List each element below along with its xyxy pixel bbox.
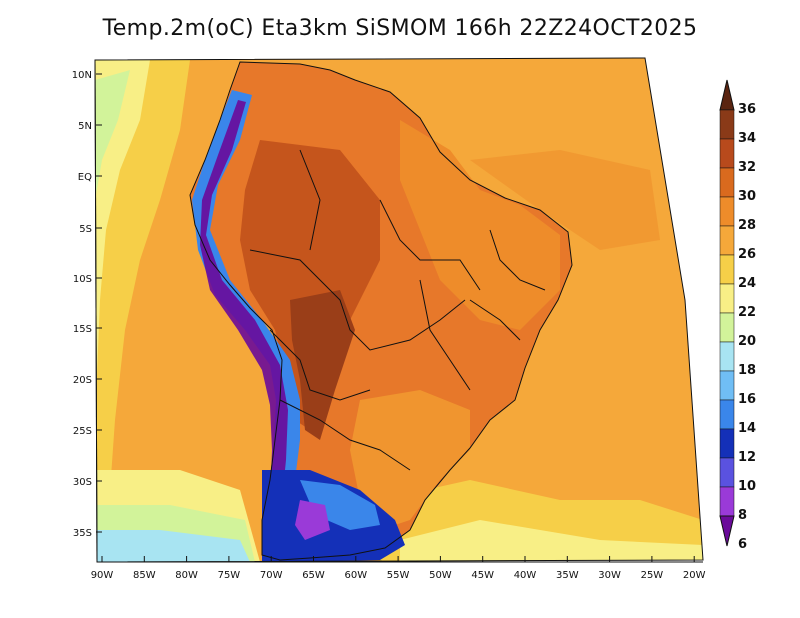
lon-tick-label: 35W bbox=[556, 570, 579, 581]
colorbar-segment bbox=[719, 225, 735, 256]
patagonia-purple bbox=[295, 500, 330, 540]
lon-tick-label: 55W bbox=[387, 570, 410, 581]
land-hot-core bbox=[240, 140, 380, 430]
colorbar-segment bbox=[719, 167, 735, 198]
colorbar-label: 8 bbox=[738, 508, 747, 523]
lon-tick-label: 60W bbox=[344, 570, 367, 581]
land-southeast bbox=[350, 390, 470, 530]
lat-tick-label: 20S bbox=[73, 375, 92, 386]
lon-tick-label: 50W bbox=[429, 570, 452, 581]
colorbar-label: 14 bbox=[738, 421, 756, 436]
country-boundaries bbox=[189, 61, 573, 561]
lon-tick-label: 85W bbox=[133, 570, 156, 581]
colorbar-label: 36 bbox=[738, 102, 756, 117]
colorbar-segment bbox=[719, 457, 735, 488]
colorbar-segment bbox=[719, 399, 735, 430]
colorbar-label: 32 bbox=[738, 160, 756, 175]
colorbar-segment bbox=[719, 283, 735, 314]
colorbar-segment bbox=[719, 138, 735, 169]
colorbar-label: 10 bbox=[738, 479, 756, 494]
map-title: Temp.2m(oC) Eta3km SiSMOM 166h 22Z24OCT2… bbox=[102, 16, 698, 41]
map-domain bbox=[95, 58, 703, 562]
colorbar-label: 30 bbox=[738, 189, 756, 204]
latitude-tick-group: 10N 5N EQ 5S 10S 15S 20S 25S 30S 35S bbox=[72, 70, 102, 539]
colorbar-segment bbox=[719, 109, 735, 140]
colorbar-label: 18 bbox=[738, 363, 756, 378]
pacific-coolest-band bbox=[95, 70, 130, 200]
lat-tick-label: 5S bbox=[79, 224, 92, 235]
south-pacific-coldest bbox=[97, 530, 250, 562]
colorbar-label: 26 bbox=[738, 247, 756, 262]
colorbar-top-arrow bbox=[719, 79, 735, 111]
pacific-cooler-band bbox=[95, 60, 150, 400]
lat-tick-label: EQ bbox=[78, 172, 92, 183]
north-atlantic-warm bbox=[470, 150, 660, 250]
left-axis-line bbox=[94, 59, 98, 563]
longitude-tick-group: 90W 85W 80W 75W 70W 65W 60W 55W 50W 45W 40W 35W 30W 2… bbox=[91, 556, 706, 581]
colorbar-label: 34 bbox=[738, 131, 756, 146]
colorbar-segment bbox=[719, 370, 735, 401]
lat-tick-label: 10N bbox=[72, 70, 92, 81]
colorbar-label: 28 bbox=[738, 218, 756, 233]
land-warm-northeast bbox=[400, 120, 560, 330]
lon-tick-label: 75W bbox=[218, 570, 241, 581]
colorbar-segment bbox=[719, 254, 735, 285]
lon-tick-label: 70W bbox=[260, 570, 283, 581]
colorbar-bottom-arrow bbox=[719, 515, 735, 547]
lat-tick-label: 10S bbox=[73, 274, 92, 285]
colorbar-label: 22 bbox=[738, 305, 756, 320]
lat-tick-label: 30S bbox=[73, 477, 92, 488]
lon-tick-label: 30W bbox=[598, 570, 621, 581]
colorbar: 36 34 32 30 28 26 24 22 20 18 16 14 12 10 8 6 bbox=[719, 79, 756, 552]
lat-tick-label: 35S bbox=[73, 528, 92, 539]
colorbar-label: 24 bbox=[738, 276, 756, 291]
lat-tick-label: 5N bbox=[78, 121, 92, 132]
lon-tick-label: 40W bbox=[514, 570, 537, 581]
lon-tick-label: 25W bbox=[641, 570, 664, 581]
lon-tick-label: 80W bbox=[175, 570, 198, 581]
lat-tick-label: 25S bbox=[73, 426, 92, 437]
colorbar-segment bbox=[719, 428, 735, 459]
colorbar-segment bbox=[719, 312, 735, 343]
lon-tick-label: 20W bbox=[683, 570, 706, 581]
lat-tick-label: 15S bbox=[73, 324, 92, 335]
colorbar-label: 20 bbox=[738, 334, 756, 349]
colorbar-label: 16 bbox=[738, 392, 756, 407]
andes-coldest-band bbox=[200, 100, 288, 560]
colorbar-label: 12 bbox=[738, 450, 756, 465]
lon-tick-label: 90W bbox=[91, 570, 114, 581]
south-atlantic-cooler bbox=[400, 520, 703, 562]
colorbar-segment bbox=[719, 486, 735, 517]
colorbar-segment bbox=[719, 196, 735, 227]
lon-tick-label: 65W bbox=[302, 570, 325, 581]
colorbar-label: 6 bbox=[738, 537, 747, 552]
lon-tick-label: 45W bbox=[471, 570, 494, 581]
pacific-cool-band bbox=[95, 60, 190, 562]
patagonia-mid bbox=[300, 480, 380, 530]
colorbar-segment bbox=[719, 341, 735, 372]
land-hottest-core bbox=[290, 290, 355, 440]
